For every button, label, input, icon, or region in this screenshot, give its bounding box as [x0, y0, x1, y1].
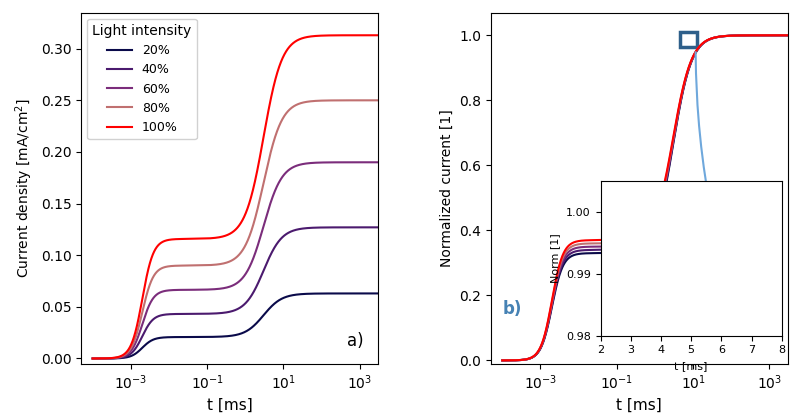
40%: [777, 33, 787, 38]
40%: [210, 311, 220, 316]
40%: [746, 33, 756, 38]
80%: [88, 356, 97, 361]
20%: [374, 291, 384, 296]
80%: [120, 352, 130, 357]
100%: [619, 237, 629, 242]
20%: [337, 291, 347, 296]
X-axis label: t [ms]: t [ms]: [616, 398, 661, 413]
20%: [368, 291, 378, 296]
100%: [777, 33, 787, 38]
100%: [547, 298, 556, 303]
Line: 60%: 60%: [502, 35, 787, 360]
60%: [497, 358, 507, 363]
X-axis label: t [ms]: t [ms]: [207, 398, 252, 413]
Line: 40%: 40%: [502, 35, 787, 360]
60%: [374, 160, 384, 165]
Line: 80%: 80%: [92, 100, 379, 359]
20%: [746, 33, 756, 38]
Line: 20%: 20%: [92, 293, 379, 359]
Bar: [679, 32, 697, 47]
Text: a): a): [346, 331, 363, 349]
60%: [746, 33, 756, 38]
Line: 40%: 40%: [92, 227, 379, 359]
60%: [777, 33, 787, 38]
100%: [374, 33, 384, 38]
100%: [137, 296, 147, 301]
40%: [197, 311, 207, 316]
80%: [777, 33, 787, 38]
20%: [547, 304, 556, 309]
20%: [197, 334, 207, 339]
100%: [497, 358, 507, 363]
80%: [368, 98, 378, 103]
40%: [619, 246, 629, 251]
80%: [210, 262, 220, 267]
Line: 20%: 20%: [502, 35, 787, 360]
20%: [497, 358, 507, 363]
100%: [120, 351, 130, 356]
40%: [374, 225, 384, 230]
40%: [137, 334, 147, 339]
40%: [530, 353, 539, 358]
80%: [746, 33, 756, 38]
40%: [120, 354, 130, 359]
60%: [607, 244, 616, 249]
60%: [137, 322, 147, 327]
100%: [746, 33, 756, 38]
Line: 100%: 100%: [92, 35, 379, 359]
60%: [88, 356, 97, 361]
100%: [337, 33, 347, 38]
80%: [783, 33, 792, 38]
100%: [368, 33, 378, 38]
100%: [530, 353, 539, 358]
80%: [619, 240, 629, 245]
60%: [210, 287, 220, 292]
40%: [497, 358, 507, 363]
60%: [337, 160, 347, 165]
Line: 60%: 60%: [92, 162, 379, 359]
Y-axis label: Normalized current [1]: Normalized current [1]: [439, 109, 453, 267]
100%: [197, 236, 207, 241]
60%: [619, 243, 629, 248]
40%: [607, 247, 616, 252]
40%: [368, 225, 378, 230]
Line: 80%: 80%: [502, 35, 787, 360]
Y-axis label: Current density [$\mathrm{mA/cm^2}$]: Current density [$\mathrm{mA/cm^2}$]: [14, 98, 35, 278]
40%: [337, 225, 347, 230]
80%: [547, 300, 556, 305]
60%: [197, 287, 207, 292]
Text: b): b): [502, 300, 521, 318]
80%: [197, 263, 207, 268]
Line: 100%: 100%: [502, 35, 787, 360]
60%: [547, 301, 556, 306]
20%: [777, 33, 787, 38]
20%: [783, 33, 792, 38]
80%: [337, 98, 347, 103]
20%: [619, 250, 629, 255]
80%: [374, 98, 384, 103]
20%: [120, 355, 130, 360]
60%: [120, 353, 130, 358]
80%: [137, 310, 147, 315]
20%: [88, 356, 97, 361]
100%: [210, 235, 220, 240]
Legend: 20%, 40%, 60%, 80%, 100%: 20%, 40%, 60%, 80%, 100%: [88, 19, 196, 139]
100%: [783, 33, 792, 38]
20%: [530, 353, 539, 358]
80%: [607, 241, 616, 246]
60%: [368, 160, 378, 165]
100%: [607, 237, 616, 242]
80%: [530, 353, 539, 358]
40%: [88, 356, 97, 361]
100%: [88, 356, 97, 361]
40%: [783, 33, 792, 38]
20%: [607, 250, 616, 255]
40%: [547, 303, 556, 308]
20%: [137, 345, 147, 350]
60%: [530, 353, 539, 358]
20%: [210, 334, 220, 339]
60%: [783, 33, 792, 38]
80%: [497, 358, 507, 363]
